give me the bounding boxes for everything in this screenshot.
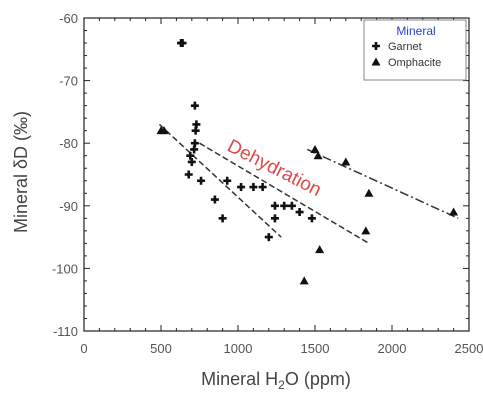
legend: Mineral Garnet Omphacite [363, 19, 467, 81]
data-points [156, 39, 459, 285]
garnet-point [190, 145, 199, 154]
garnet-point [197, 176, 206, 185]
legend-label: Garnet [388, 41, 422, 53]
garnet-point [184, 170, 193, 179]
garnet-point [258, 183, 267, 192]
legend-items: Garnet Omphacite [371, 41, 441, 69]
trendlines [158, 123, 459, 245]
garnet-point [190, 101, 199, 110]
garnet-point [223, 176, 232, 185]
legend-marker-omphacite [371, 57, 381, 66]
y-tick-label: -70 [59, 74, 78, 89]
x-tick-label: 2500 [455, 341, 483, 356]
omphacite-point [313, 151, 323, 160]
garnet-point [186, 151, 195, 160]
y-axis-title: Mineral δD (‰) [11, 111, 31, 233]
garnet-point [295, 208, 304, 217]
x-tick-label: 500 [150, 341, 172, 356]
legend-box [363, 19, 467, 81]
dehydration-annotation: Dehydration [224, 136, 325, 201]
y-tick-label: -90 [59, 199, 78, 214]
omphacite-point [364, 188, 374, 197]
trendline-dashdot [306, 148, 459, 220]
trendline-dashed [199, 142, 370, 245]
y-tick-label: -100 [52, 261, 78, 276]
x-tick-label: 1500 [301, 341, 330, 356]
garnet-point [264, 233, 273, 242]
garnet-point [177, 39, 186, 48]
garnet-point [237, 183, 246, 192]
trendline-dashed [158, 123, 282, 238]
x-tick-label: 2000 [378, 341, 407, 356]
omphacite-point [315, 245, 325, 254]
y-tick-label: -80 [59, 136, 78, 151]
axis-ticks: 0 500 1000 1500 2000 2500 -110 -100 -90 -80 -70 -60 [52, 11, 483, 356]
garnet-point [249, 183, 258, 192]
legend-marker-garnet [372, 42, 380, 50]
omphacite-point [449, 207, 459, 216]
legend-title: Mineral [396, 24, 435, 38]
legend-label: Omphacite [388, 57, 441, 69]
garnet-point [187, 157, 196, 166]
garnet-point [280, 201, 289, 210]
omphacite-point [361, 226, 371, 235]
plot-area [83, 17, 470, 332]
omphacite-point [299, 276, 309, 285]
garnet-point [270, 201, 279, 210]
garnet-point [191, 126, 200, 135]
garnet-point [270, 214, 279, 223]
omphacite-point [310, 144, 320, 153]
x-tick-label: 1000 [224, 341, 253, 356]
garnet-point [218, 214, 227, 223]
y-tick-label: -110 [53, 324, 78, 339]
x-axis-title: Mineral H2O (ppm) [201, 369, 351, 392]
omphacite-point [159, 126, 169, 135]
garnet-point [210, 195, 219, 204]
y-tick-label: -60 [59, 11, 78, 26]
x-tick-label: 0 [80, 341, 87, 356]
garnet-point [307, 214, 316, 223]
omphacite-point [341, 157, 351, 166]
garnet-point [287, 201, 296, 210]
